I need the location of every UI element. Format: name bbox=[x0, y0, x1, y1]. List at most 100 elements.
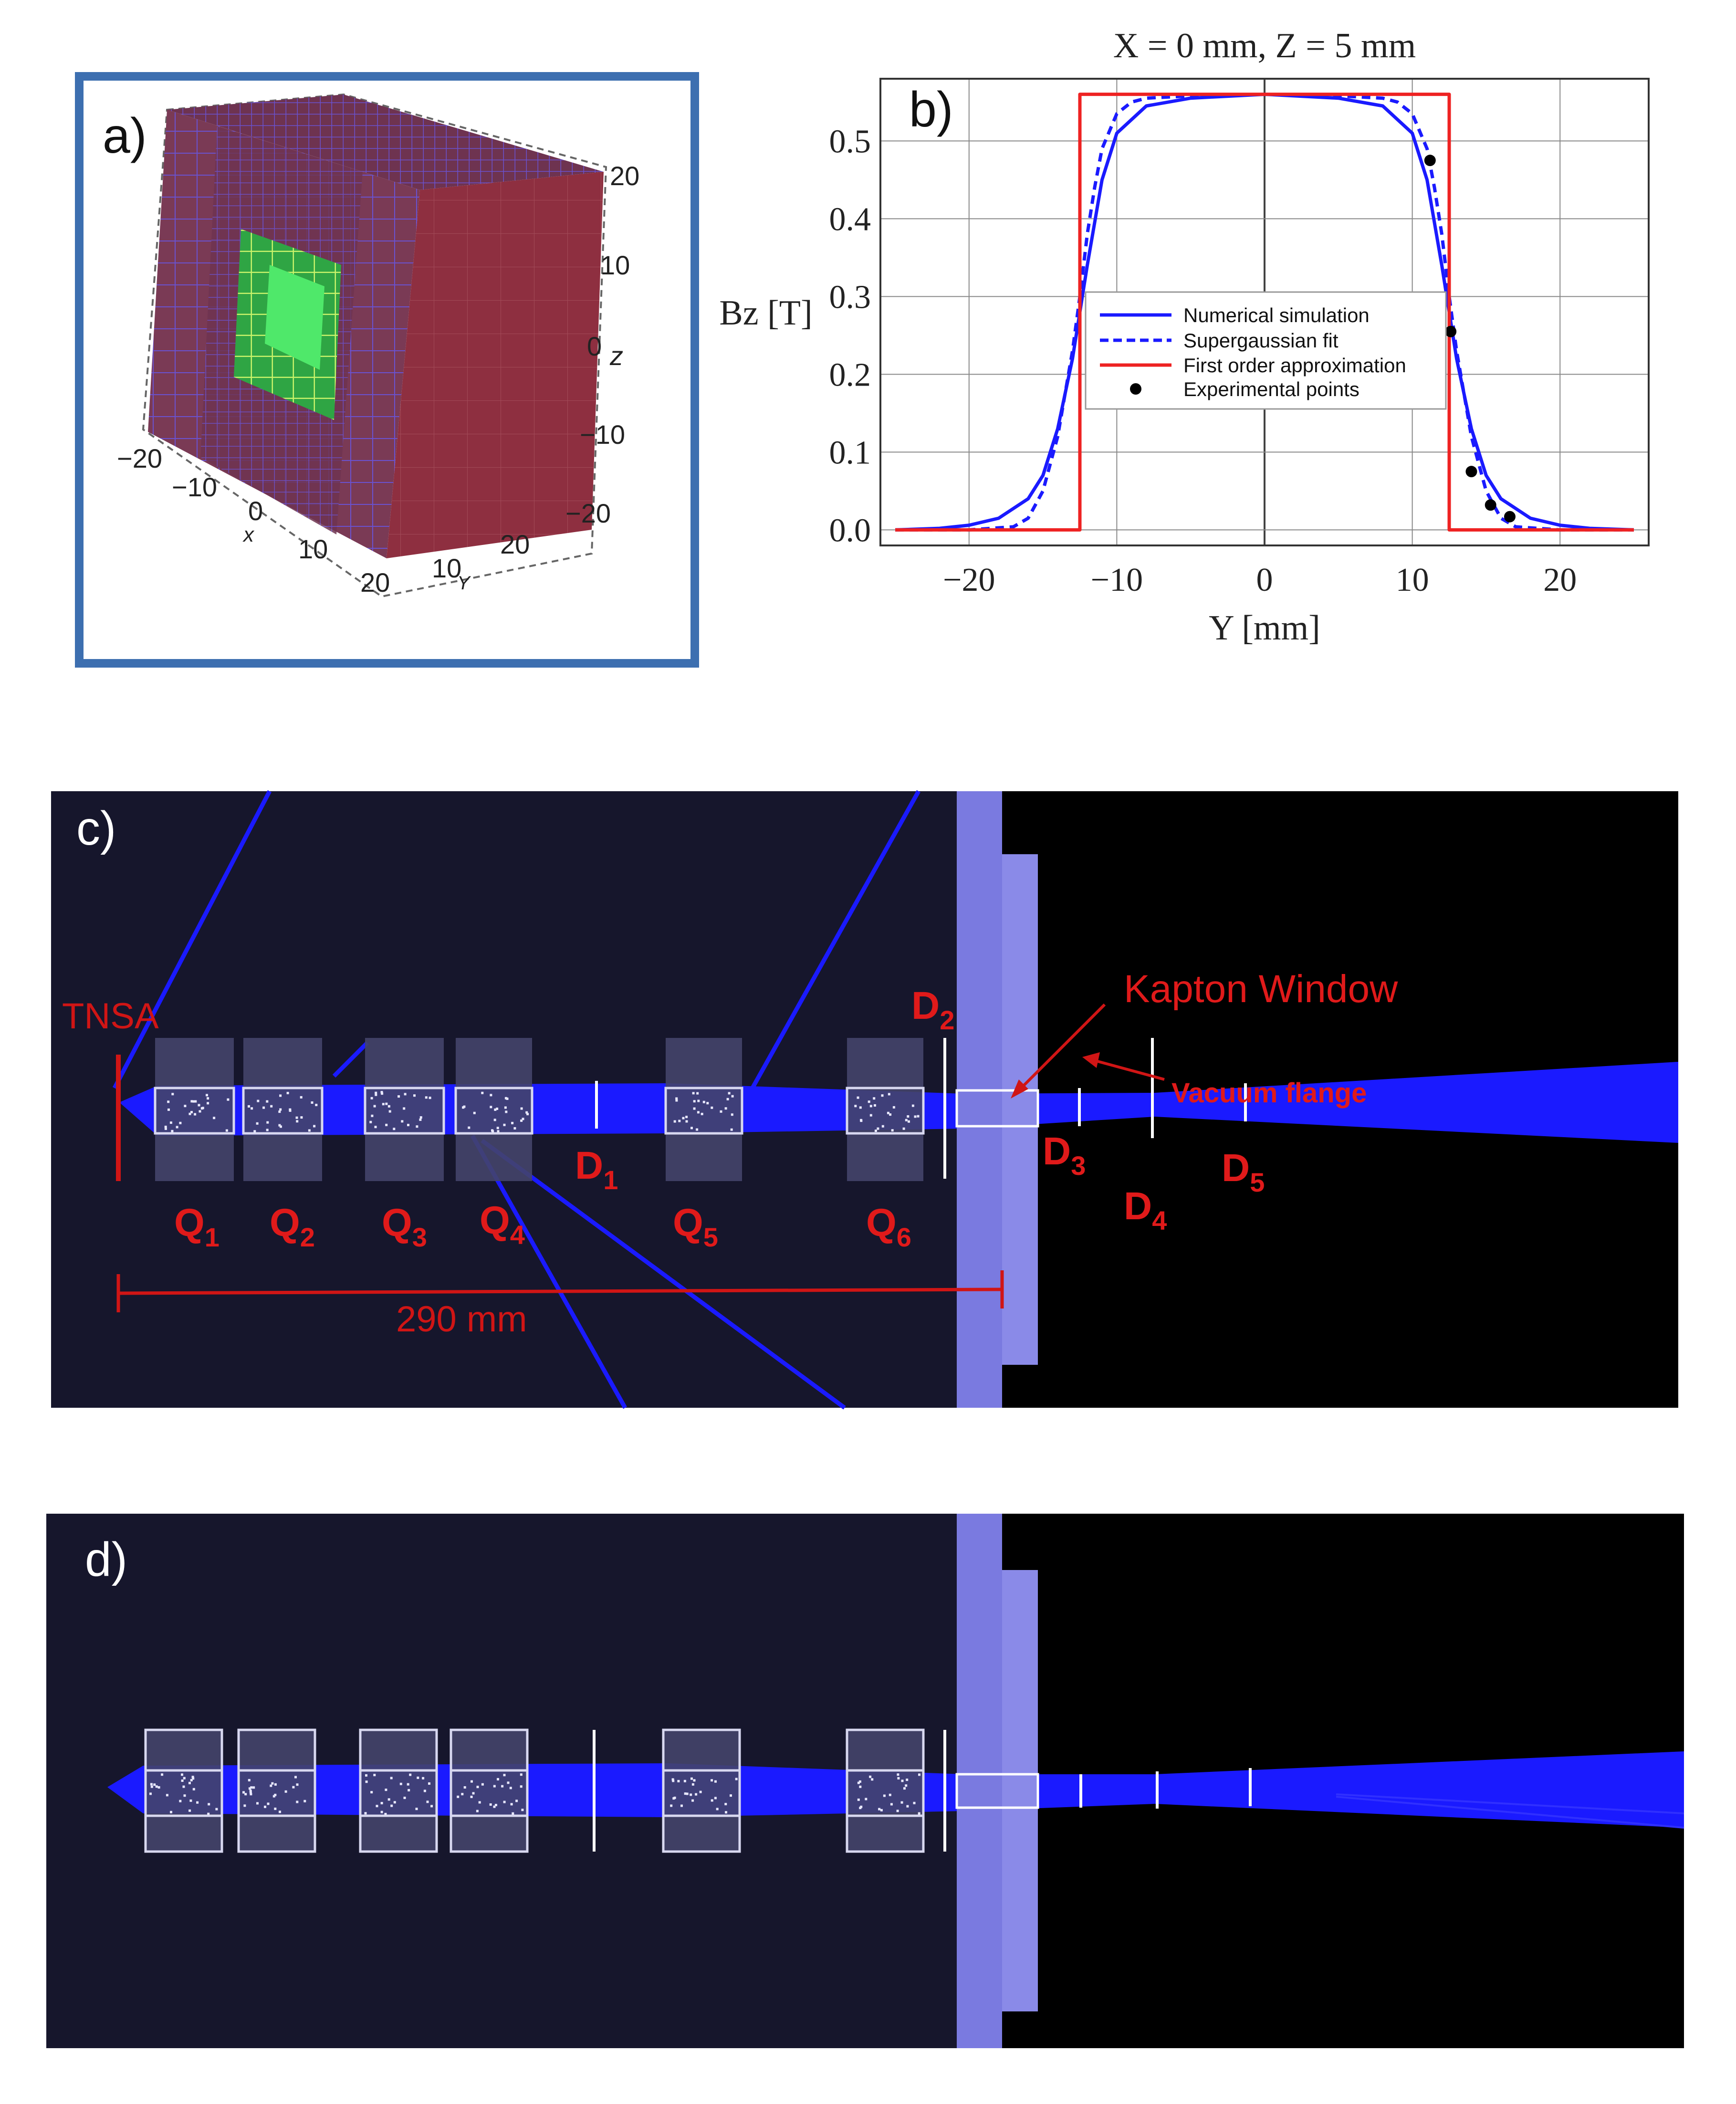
particle-specks bbox=[248, 1092, 318, 1133]
y-tick: 10 bbox=[432, 553, 461, 583]
quadrupole-body bbox=[243, 1038, 322, 1181]
vacuum-arrow-head bbox=[1082, 1052, 1100, 1068]
quadrupole-aperture bbox=[662, 1769, 741, 1817]
quad-label-q1: Q1 bbox=[174, 1201, 220, 1252]
panel-d-background bbox=[46, 1514, 1684, 2048]
z-tick: −20 bbox=[565, 498, 611, 528]
y-tick: 20 bbox=[500, 529, 530, 559]
quad-label-q3: Q3 bbox=[382, 1201, 427, 1252]
quadrupole-body bbox=[663, 1730, 740, 1852]
magnet-top-face bbox=[167, 94, 604, 190]
vacuum-arrow bbox=[1087, 1057, 1165, 1081]
quad-label-q6: Q6 bbox=[866, 1201, 911, 1252]
quadrupole-aperture bbox=[846, 1087, 925, 1135]
legend-label: Numerical simulation bbox=[1183, 304, 1370, 326]
experimental-point bbox=[1445, 325, 1457, 337]
vacuum-flange-plate-outer bbox=[1002, 854, 1038, 1365]
panel-c-dark-region bbox=[1002, 791, 1678, 1408]
quadrupole-frame bbox=[144, 1728, 223, 1853]
detector-label-d3: D3 bbox=[1043, 1130, 1086, 1181]
y-tick-label: 0.2 bbox=[829, 356, 871, 393]
x-tick: −10 bbox=[172, 472, 217, 502]
vacuum-flange-plate bbox=[957, 791, 1002, 1408]
series-line-1 bbox=[895, 93, 1634, 532]
chart-legend: Numerical simulation Supergaussian fit F… bbox=[1085, 291, 1447, 410]
experimental-point bbox=[1424, 155, 1436, 167]
detector-label-d5: D5 bbox=[1222, 1146, 1265, 1197]
detector-label-d1: D1 bbox=[575, 1144, 618, 1195]
particle-specks bbox=[854, 1093, 920, 1132]
quadrupole-aperture bbox=[454, 1087, 533, 1135]
x-tick: 0 bbox=[248, 496, 263, 526]
quadrupole-aperture bbox=[154, 1087, 235, 1135]
detector-label-d2: D2 bbox=[911, 984, 954, 1035]
particle-specks bbox=[369, 1091, 431, 1131]
y-tick-label: 0.1 bbox=[829, 434, 871, 471]
particle-specks bbox=[149, 1773, 218, 1815]
quadrupole-body bbox=[146, 1730, 222, 1852]
quadrupole-body bbox=[365, 1038, 444, 1181]
proton-beam bbox=[119, 1062, 1678, 1143]
kapton-window bbox=[955, 1773, 1039, 1809]
z-tick: 0 bbox=[587, 331, 602, 361]
x-axis-label: Y [mm] bbox=[1209, 608, 1320, 648]
y-tick-label: 0.5 bbox=[829, 123, 871, 160]
detector-label-d4: D4 bbox=[1124, 1184, 1167, 1235]
quadrupole-body bbox=[360, 1730, 437, 1852]
panel-d-label: d) bbox=[85, 1533, 127, 1586]
quadrupole-aperture bbox=[237, 1769, 316, 1817]
x-tick-label: 20 bbox=[1543, 562, 1577, 598]
quadrupole-body bbox=[451, 1730, 527, 1852]
x-tick-label: −20 bbox=[943, 562, 995, 598]
plot-frame bbox=[879, 78, 1650, 546]
x-tick-label: 0 bbox=[1256, 562, 1273, 598]
chart-title: X = 0 mm, Z = 5 mm bbox=[1113, 26, 1416, 65]
quadrupole-frame bbox=[237, 1728, 316, 1853]
x-tick: 20 bbox=[360, 567, 390, 597]
distance-line bbox=[118, 1288, 1003, 1295]
particle-specks bbox=[242, 1776, 306, 1813]
quadrupole-aperture bbox=[364, 1087, 445, 1135]
series-line-0 bbox=[895, 93, 1634, 532]
kapton-arrow-head bbox=[1011, 1079, 1028, 1099]
detector-planes bbox=[595, 1038, 1247, 1179]
z-tick: 10 bbox=[600, 250, 630, 280]
quadrupole-aperture bbox=[664, 1087, 743, 1135]
particle-specks bbox=[164, 1093, 230, 1132]
magnet-inner-columns bbox=[200, 126, 363, 534]
legend-label: Experimental points bbox=[1183, 378, 1360, 400]
x-axis-label: x bbox=[242, 523, 255, 546]
legend-box bbox=[1085, 291, 1447, 410]
x-tick: −20 bbox=[117, 443, 162, 473]
particle-specks bbox=[457, 1773, 524, 1815]
quadrupole-aperture bbox=[450, 1769, 529, 1817]
panel-a-label: a) bbox=[103, 108, 146, 164]
chart-grid bbox=[880, 79, 1649, 545]
particle-specks bbox=[364, 1773, 433, 1815]
y-axis-label: Y bbox=[457, 573, 471, 594]
quad-label-q2: Q2 bbox=[270, 1201, 315, 1252]
quadrupole-frame bbox=[359, 1728, 438, 1853]
z-tick: −10 bbox=[580, 419, 625, 450]
proton-beam bbox=[107, 1751, 1684, 1828]
quadrupole-frame bbox=[846, 1728, 925, 1853]
legend-label: Supergaussian fit bbox=[1183, 329, 1339, 352]
quadrupole-body bbox=[847, 1038, 923, 1181]
vacuum-flange-plate-outer bbox=[1002, 1570, 1038, 2011]
experimental-point bbox=[1465, 466, 1477, 478]
particle-specks bbox=[462, 1091, 529, 1133]
quadrupoles bbox=[154, 1038, 925, 1181]
tnsa-label: TNSA bbox=[62, 996, 159, 1036]
y-axis-label: Bz [T] bbox=[719, 293, 812, 333]
panel-d-dark-region bbox=[1002, 1514, 1684, 2048]
experimental-point bbox=[1485, 499, 1496, 511]
y-tick-label: 0.4 bbox=[829, 201, 871, 238]
detector-planes bbox=[593, 1730, 1252, 1852]
quadrupole-body bbox=[239, 1730, 315, 1852]
green-core bbox=[234, 229, 341, 420]
panel-b-label: b) bbox=[909, 82, 953, 137]
quadrupole-body bbox=[847, 1730, 923, 1852]
kapton-window bbox=[955, 1089, 1039, 1128]
legend-swatch-points bbox=[1130, 383, 1141, 395]
